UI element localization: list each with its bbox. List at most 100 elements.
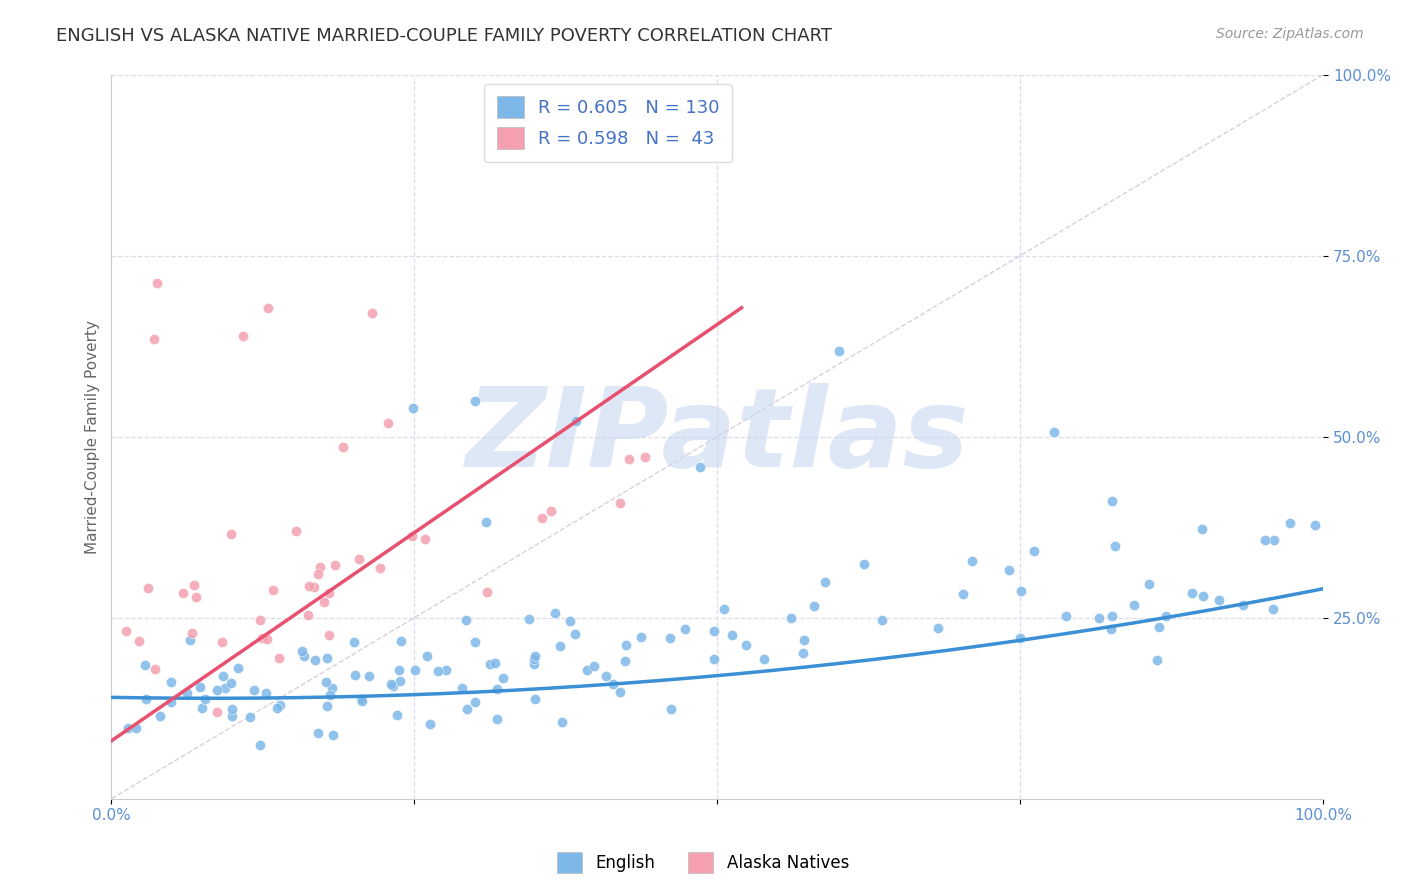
- Point: [960, 554, 983, 568]
- Point: [284, 524, 307, 538]
- Point: [269, 650, 291, 665]
- Point: [1104, 539, 1126, 553]
- Point: [318, 586, 340, 600]
- Point: [803, 599, 825, 613]
- Point: [609, 496, 631, 510]
- Point: [302, 580, 325, 594]
- Point: [1149, 620, 1171, 634]
- Point: [1087, 611, 1109, 625]
- Point: [370, 561, 392, 575]
- Point: [262, 582, 284, 597]
- Point: [630, 630, 652, 644]
- Point: [298, 579, 321, 593]
- Point: [1253, 533, 1275, 548]
- Point: [221, 702, 243, 716]
- Point: [352, 694, 374, 708]
- Point: [792, 646, 814, 660]
- Point: [221, 709, 243, 723]
- Point: [159, 695, 181, 709]
- Point: [427, 664, 450, 678]
- Point: [952, 587, 974, 601]
- Point: [117, 721, 139, 735]
- Point: [404, 663, 426, 677]
- Point: [315, 651, 337, 665]
- Point: [160, 674, 183, 689]
- Point: [266, 701, 288, 715]
- Point: [634, 450, 657, 464]
- Point: [1043, 425, 1066, 440]
- Point: [1101, 494, 1123, 508]
- Point: [377, 416, 399, 430]
- Point: [464, 634, 486, 648]
- Point: [292, 649, 315, 664]
- Point: [486, 681, 509, 696]
- Point: [307, 566, 329, 581]
- Point: [382, 679, 405, 693]
- Point: [1154, 609, 1177, 624]
- Point: [814, 574, 837, 589]
- Point: [752, 651, 775, 665]
- Point: [560, 615, 582, 629]
- Point: [614, 654, 637, 668]
- Point: [551, 715, 574, 730]
- Point: [388, 664, 411, 678]
- Y-axis label: Married-Couple Family Poverty: Married-Couple Family Poverty: [86, 319, 100, 554]
- Point: [870, 613, 893, 627]
- Point: [219, 676, 242, 690]
- Point: [269, 698, 291, 713]
- Point: [659, 702, 682, 716]
- Point: [1146, 652, 1168, 666]
- Point: [517, 612, 540, 626]
- Point: [243, 682, 266, 697]
- Point: [357, 669, 380, 683]
- Point: [451, 681, 474, 695]
- Point: [1054, 609, 1077, 624]
- Point: [332, 440, 354, 454]
- Point: [343, 635, 366, 649]
- Point: [479, 657, 502, 671]
- Point: [713, 602, 735, 616]
- Point: [256, 632, 278, 646]
- Point: [145, 662, 167, 676]
- Point: [486, 712, 509, 726]
- Point: [484, 656, 506, 670]
- Point: [402, 401, 425, 416]
- Point: [136, 581, 159, 595]
- Point: [540, 504, 562, 518]
- Point: [179, 633, 201, 648]
- Point: [464, 393, 486, 408]
- Point: [143, 332, 166, 346]
- Point: [1261, 602, 1284, 616]
- Point: [323, 558, 346, 572]
- Point: [226, 661, 249, 675]
- Point: [188, 680, 211, 694]
- Text: Source: ZipAtlas.com: Source: ZipAtlas.com: [1216, 27, 1364, 41]
- Point: [315, 698, 337, 713]
- Point: [315, 675, 337, 690]
- Text: ENGLISH VS ALASKA NATIVE MARRIED-COUPLE FAMILY POVERTY CORRELATION CHART: ENGLISH VS ALASKA NATIVE MARRIED-COUPLE …: [56, 27, 832, 45]
- Point: [172, 586, 194, 600]
- Point: [1008, 631, 1031, 645]
- Point: [389, 673, 412, 688]
- Point: [319, 688, 342, 702]
- Point: [675, 622, 697, 636]
- Point: [523, 648, 546, 663]
- Point: [492, 671, 515, 685]
- Point: [401, 528, 423, 542]
- Point: [321, 681, 343, 695]
- Point: [779, 611, 801, 625]
- Point: [318, 628, 340, 642]
- Point: [456, 702, 478, 716]
- Point: [689, 459, 711, 474]
- Point: [115, 624, 138, 639]
- Point: [454, 613, 477, 627]
- Point: [550, 639, 572, 653]
- Point: [1303, 518, 1326, 533]
- Point: [575, 664, 598, 678]
- Point: [1192, 590, 1215, 604]
- Point: [134, 657, 156, 672]
- Point: [256, 301, 278, 316]
- Point: [1263, 533, 1285, 548]
- Point: [1279, 516, 1302, 530]
- Point: [380, 677, 402, 691]
